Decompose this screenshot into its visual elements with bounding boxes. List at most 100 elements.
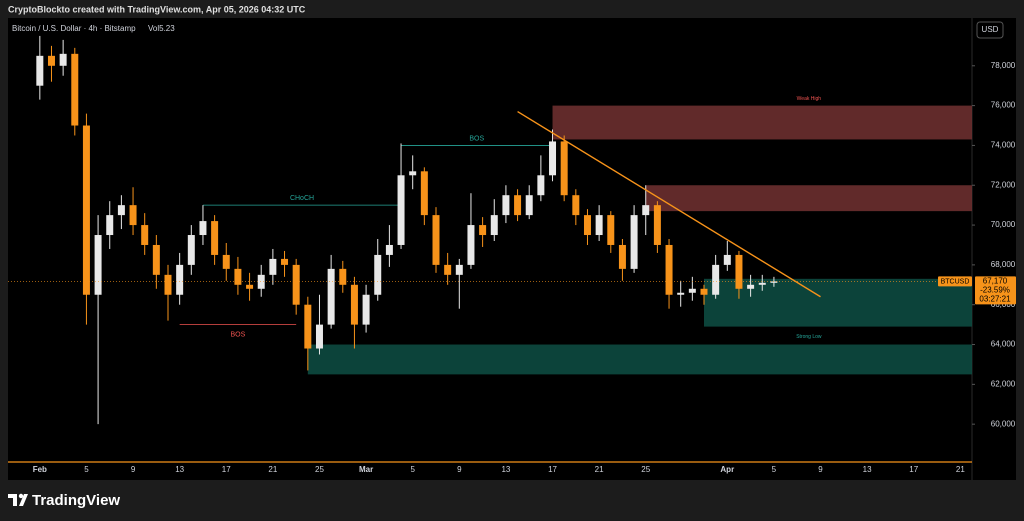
structure-label: BOS	[231, 331, 246, 338]
candle-body	[94, 235, 102, 295]
trendline	[517, 110, 821, 298]
candle-body	[304, 304, 312, 349]
x-tick-label: 9	[818, 465, 823, 474]
candle-body	[490, 215, 498, 236]
candle-body	[374, 254, 382, 295]
symbol-line: Bitcoin / U.S. Dollar · 4h · Bitstamp	[12, 24, 136, 33]
candle-body	[537, 175, 545, 196]
annotation: Strong Low	[796, 334, 822, 340]
candle-body	[700, 288, 708, 295]
candle-body	[688, 288, 696, 293]
candle-body	[747, 284, 755, 289]
candle-body	[129, 205, 137, 226]
currency[interactable]: USD	[982, 25, 999, 34]
credit: CryptoBlockto created with TradingView.c…	[8, 4, 306, 14]
candle-body	[665, 244, 673, 295]
candle-body	[712, 264, 720, 295]
x-tick-label: 25	[315, 465, 324, 474]
candle-body	[525, 195, 533, 216]
logo	[8, 493, 28, 506]
candle-body	[292, 264, 300, 305]
candle-body	[479, 225, 487, 236]
candle-body	[409, 171, 417, 176]
chart-panel	[8, 18, 1016, 480]
candle-body	[514, 195, 522, 216]
x-tick-label: 13	[175, 465, 184, 474]
candle-body	[560, 141, 568, 196]
x-tick-label: 9	[131, 465, 136, 474]
countdown: 03:27:21	[979, 295, 1011, 304]
x-tick-label: 21	[956, 465, 965, 474]
candle-body	[549, 141, 557, 176]
candle-body	[770, 281, 778, 283]
candle-body	[350, 284, 358, 325]
candle-body	[176, 264, 184, 295]
candle-body	[234, 268, 242, 285]
last-price: 67,170	[983, 277, 1008, 286]
zone	[552, 105, 972, 140]
currency-box[interactable]	[976, 21, 1004, 39]
zone	[307, 344, 973, 375]
candle-body	[199, 221, 207, 236]
candle-body	[106, 215, 114, 236]
candle-body	[432, 215, 440, 265]
zone	[704, 278, 972, 327]
candle-body	[677, 292, 685, 295]
y-tick-label: 64,000	[991, 340, 1016, 349]
candle-body	[607, 215, 615, 245]
structure-label: BOS	[469, 135, 484, 142]
symbol-tag	[938, 276, 972, 287]
x-tick-label: 13	[863, 465, 872, 474]
candle-body	[618, 244, 626, 269]
indicator: Vol5.23	[148, 24, 175, 33]
candle-body	[595, 215, 603, 236]
y-tick-label: 70,000	[991, 220, 1016, 229]
y-tick-label: 72,000	[991, 180, 1016, 189]
candle-body	[444, 264, 452, 275]
price-box	[975, 276, 1016, 305]
candle-body	[397, 175, 405, 245]
x-tick-label: 13	[501, 465, 510, 474]
candle-body	[339, 268, 347, 285]
candle-body	[82, 125, 90, 295]
candle-body	[211, 221, 219, 255]
candle-body	[502, 195, 510, 216]
x-tick-label: Feb	[33, 465, 47, 474]
candle-body	[117, 205, 125, 216]
symbol-tag-text: BTCUSD	[941, 278, 970, 285]
y-tick-label: 74,000	[991, 141, 1016, 150]
structure-label: CHoCH	[290, 195, 314, 202]
candle-body	[71, 53, 79, 126]
change: -23.59%	[980, 286, 1010, 295]
x-tick-label: 9	[457, 465, 462, 474]
candle-body	[327, 268, 335, 325]
candle-body	[187, 235, 195, 265]
candle-body	[758, 282, 766, 285]
candle-body	[572, 195, 580, 216]
x-tick-label: 21	[595, 465, 604, 474]
y-tick-label: 68,000	[991, 260, 1016, 269]
candle-body	[222, 254, 230, 269]
zone	[645, 185, 972, 212]
candle-body	[152, 244, 160, 275]
x-tick-label: 17	[222, 465, 231, 474]
candle-body	[455, 264, 463, 275]
candle-body	[246, 284, 254, 289]
x-tick-label: 25	[641, 465, 650, 474]
candle-body	[269, 258, 277, 275]
brand: TradingView	[32, 492, 120, 509]
y-tick-label: 60,000	[991, 419, 1016, 428]
x-tick-label: 5	[410, 465, 415, 474]
y-tick-label: 76,000	[991, 101, 1016, 110]
candle-body	[164, 274, 172, 295]
candle-body	[723, 254, 731, 265]
candle-body	[315, 324, 323, 349]
candle-body	[420, 171, 428, 216]
x-tick-label: Apr	[720, 465, 734, 474]
candle-body	[385, 244, 393, 255]
candle-body	[583, 215, 591, 236]
candle-body	[653, 205, 661, 245]
x-tick-label: 5	[772, 465, 777, 474]
candle-body	[281, 258, 289, 265]
